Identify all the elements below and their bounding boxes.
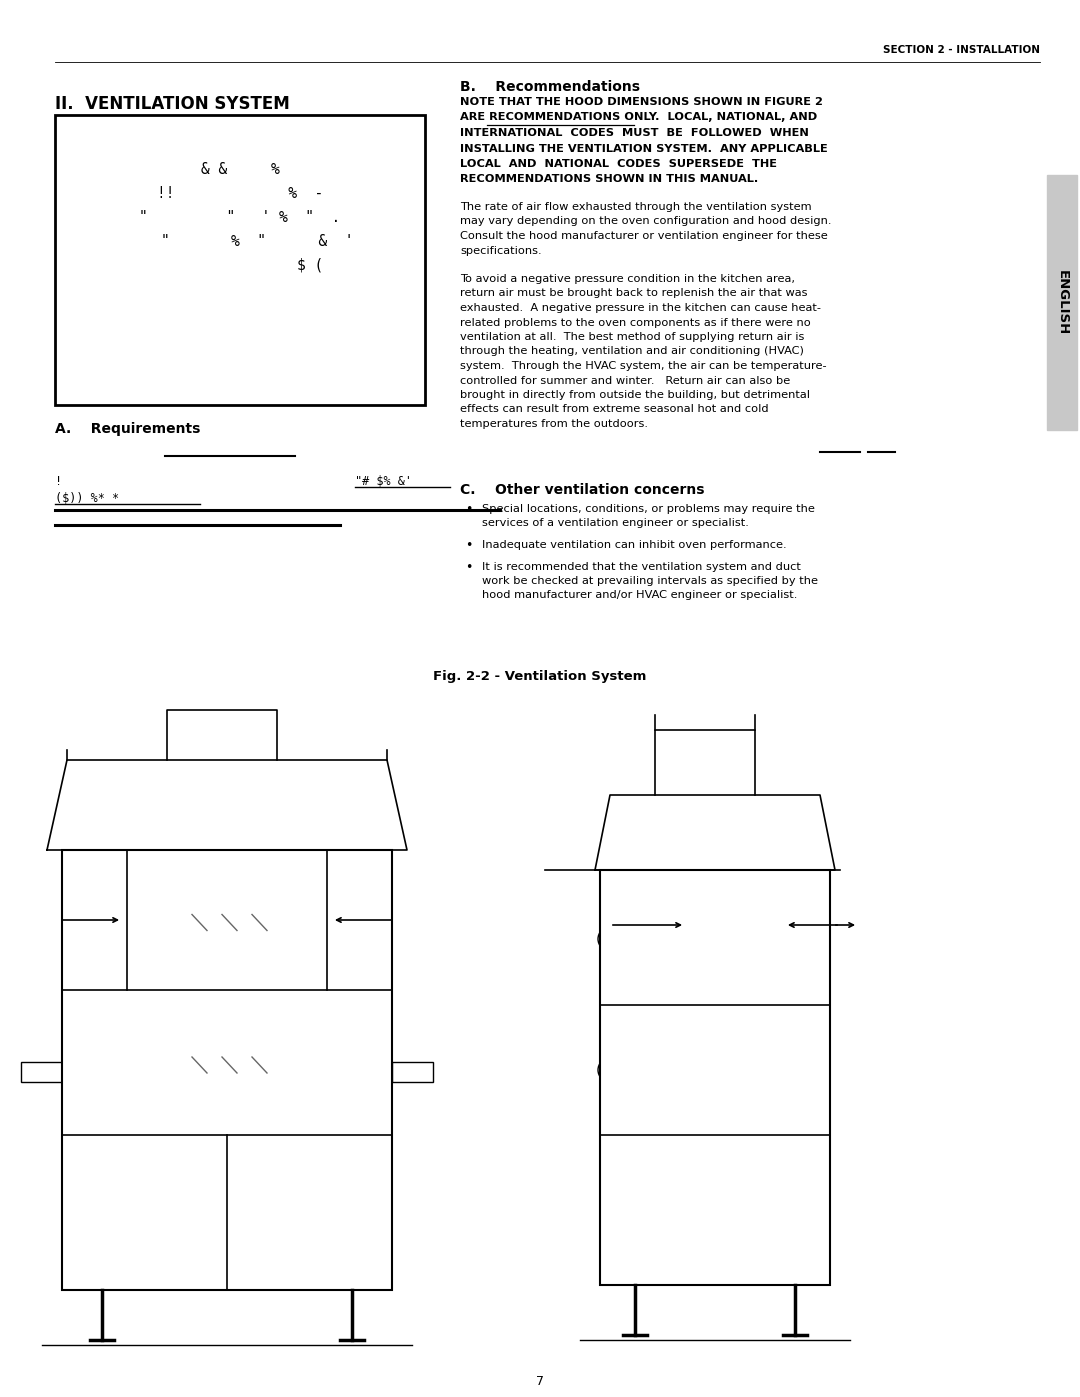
- Text: "         "   ' %  "  .: " " ' % " .: [139, 210, 340, 225]
- Text: "# $% &': "# $% &': [355, 475, 411, 488]
- Text: SECTION 2 - INSTALLATION: SECTION 2 - INSTALLATION: [883, 45, 1040, 54]
- Text: exhausted.  A negative pressure in the kitchen can cause heat-: exhausted. A negative pressure in the ki…: [460, 303, 821, 313]
- Text: Inadequate ventilation can inhibit oven performance.: Inadequate ventilation can inhibit oven …: [482, 539, 786, 549]
- Text: brought in directly from outside the building, but detrimental: brought in directly from outside the bui…: [460, 390, 810, 400]
- Text: Fig. 2-2 - Ventilation System: Fig. 2-2 - Ventilation System: [433, 671, 647, 683]
- Bar: [132, 870, 322, 975]
- Bar: [600, 870, 831, 1285]
- Text: 7: 7: [536, 1375, 544, 1389]
- Text: A.    Requirements: A. Requirements: [55, 422, 201, 436]
- Text: "       %  "      &  ': " % " & ': [126, 235, 354, 249]
- Text: effects can result from extreme seasonal hot and cold: effects can result from extreme seasonal…: [460, 405, 769, 415]
- Bar: [622, 1020, 815, 1120]
- Text: $ (: $ (: [157, 258, 323, 272]
- Text: C.    Other ventilation concerns: C. Other ventilation concerns: [460, 483, 704, 497]
- Text: NOTE THAT THE HOOD DIMENSIONS SHOWN IN FIGURE 2: NOTE THAT THE HOOD DIMENSIONS SHOWN IN F…: [460, 96, 823, 108]
- Text: services of a ventilation engineer or specialist.: services of a ventilation engineer or sp…: [482, 517, 748, 528]
- Text: & &     %: & & %: [201, 162, 280, 177]
- Text: LOCAL  AND  NATIONAL  CODES  SUPERSEDE  THE: LOCAL AND NATIONAL CODES SUPERSEDE THE: [460, 159, 777, 169]
- Text: work be checked at prevailing intervals as specified by the: work be checked at prevailing intervals …: [482, 576, 818, 585]
- Text: through the heating, ventilation and air conditioning (HVAC): through the heating, ventilation and air…: [460, 346, 804, 356]
- Text: !!             %  -: !! % -: [157, 186, 323, 201]
- Text: To avoid a negative pressure condition in the kitchen area,: To avoid a negative pressure condition i…: [460, 274, 795, 284]
- Text: related problems to the oven components as if there were no: related problems to the oven components …: [460, 317, 811, 327]
- Text: !: !: [55, 475, 63, 488]
- Text: controlled for summer and winter.   Return air can also be: controlled for summer and winter. Return…: [460, 376, 791, 386]
- Text: The rate of air flow exhausted through the ventilation system: The rate of air flow exhausted through t…: [460, 203, 812, 212]
- Text: hood manufacturer and/or HVAC engineer or specialist.: hood manufacturer and/or HVAC engineer o…: [482, 590, 797, 599]
- Text: system.  Through the HVAC system, the air can be temperature-: system. Through the HVAC system, the air…: [460, 360, 826, 372]
- Text: •: •: [465, 503, 472, 517]
- Text: specifications.: specifications.: [460, 246, 542, 256]
- Text: return air must be brought back to replenish the air that was: return air must be brought back to reple…: [460, 289, 808, 299]
- Bar: [392, 1062, 433, 1083]
- Bar: [1047, 175, 1077, 430]
- Text: Consult the hood manufacturer or ventilation engineer for these: Consult the hood manufacturer or ventila…: [460, 231, 827, 242]
- Text: ventilation at all.  The best method of supplying return air is: ventilation at all. The best method of s…: [460, 332, 805, 342]
- Text: •: •: [465, 539, 472, 552]
- Text: II.  VENTILATION SYSTEM: II. VENTILATION SYSTEM: [55, 95, 289, 113]
- Text: It is recommended that the ventilation system and duct: It is recommended that the ventilation s…: [482, 562, 801, 571]
- Text: ARE RECOMMENDATIONS ONLY.  LOCAL, NATIONAL, AND: ARE RECOMMENDATIONS ONLY. LOCAL, NATIONA…: [460, 113, 818, 123]
- Bar: [55, 115, 426, 405]
- Text: may vary depending on the oven configuration and hood design.: may vary depending on the oven configura…: [460, 217, 832, 226]
- Text: RECOMMENDATIONS SHOWN IN THIS MANUAL.: RECOMMENDATIONS SHOWN IN THIS MANUAL.: [460, 175, 758, 184]
- Bar: [622, 888, 815, 990]
- Bar: [21, 1062, 62, 1083]
- Text: B.    Recommendations: B. Recommendations: [460, 80, 640, 94]
- Text: ENGLISH: ENGLISH: [1055, 270, 1068, 335]
- Bar: [132, 1010, 322, 1120]
- Circle shape: [605, 935, 615, 944]
- Text: •: •: [465, 562, 472, 574]
- Text: temperatures from the outdoors.: temperatures from the outdoors.: [460, 419, 648, 429]
- Text: ($)) %* *: ($)) %* *: [55, 492, 119, 504]
- Circle shape: [605, 1065, 615, 1076]
- Bar: [62, 849, 392, 1289]
- Text: INSTALLING THE VENTILATION SYSTEM.  ANY APPLICABLE: INSTALLING THE VENTILATION SYSTEM. ANY A…: [460, 144, 827, 154]
- Text: Special locations, conditions, or problems may require the: Special locations, conditions, or proble…: [482, 503, 815, 514]
- Text: INTERNATIONAL  CODES  MUST  BE  FOLLOWED  WHEN: INTERNATIONAL CODES MUST BE FOLLOWED WHE…: [460, 129, 809, 138]
